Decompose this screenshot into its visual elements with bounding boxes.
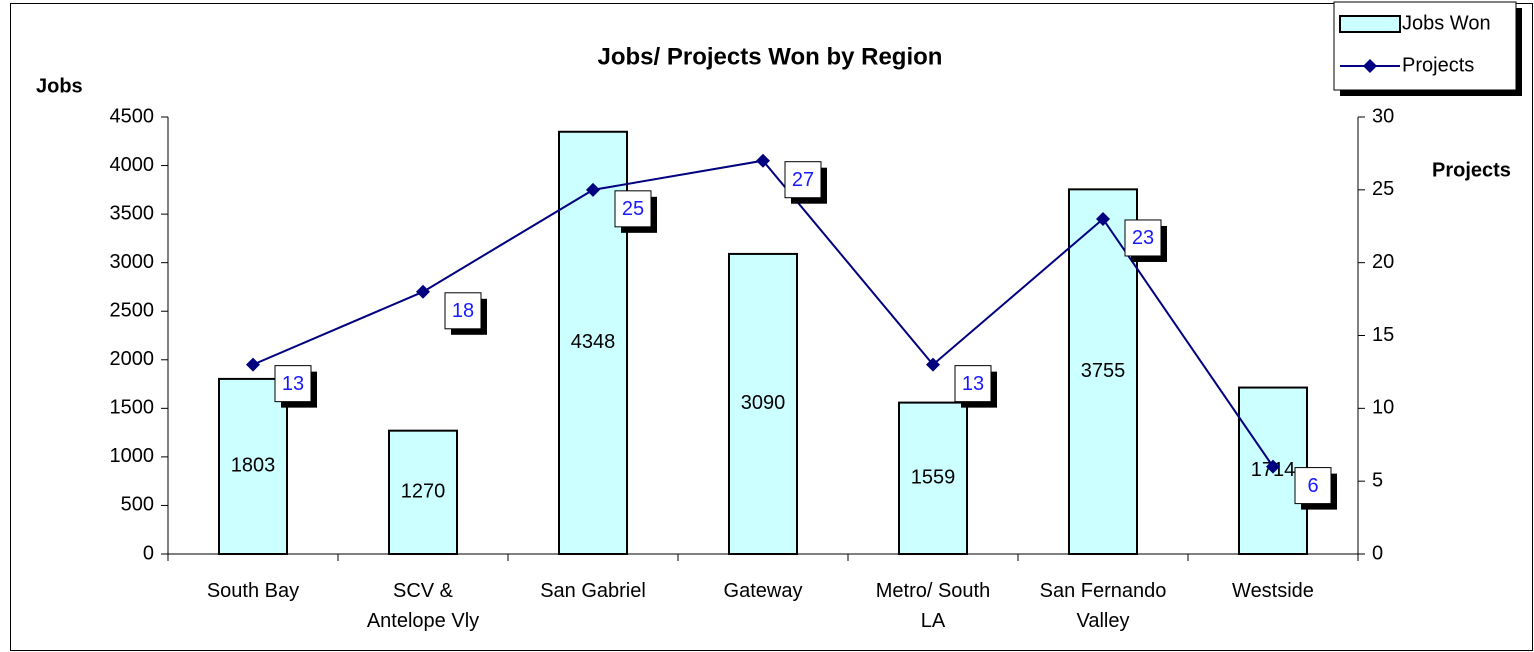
y2-tick-label: 25: [1372, 178, 1394, 200]
chart-frame: [10, 3, 1533, 651]
label-box: [954, 365, 992, 403]
line-value-label: 23: [1132, 227, 1154, 249]
bar: [388, 429, 458, 555]
line-value-label: 6: [1307, 475, 1318, 497]
y-tick-label: 4000: [110, 154, 155, 176]
bar-value-label: 1559: [911, 467, 956, 489]
y2-tick-label: 15: [1372, 324, 1394, 346]
x-tick-label: Westside: [1232, 580, 1314, 602]
y-tick-label: 2500: [110, 300, 155, 322]
y2-tick-label: 0: [1372, 542, 1383, 564]
chart-title: Jobs/ Projects Won by Region: [598, 43, 943, 70]
x-tick-label: Metro/ South LA: [875, 580, 991, 632]
marker: [756, 153, 770, 168]
marker: [1266, 459, 1280, 474]
x-tick-label: Gateway: [723, 580, 803, 602]
bar: [728, 252, 798, 555]
label-box: [1294, 467, 1332, 505]
y-tick-label: 500: [121, 494, 154, 516]
y2-tick-label: 10: [1372, 397, 1394, 419]
x-tick-label: South Bay: [206, 580, 300, 602]
y-tick-label: 2000: [110, 348, 155, 370]
legend-marker: [1363, 59, 1377, 73]
legend-swatch: [1339, 15, 1401, 33]
y-tick-label: 3000: [110, 251, 155, 273]
y-tick-label: 1000: [110, 445, 155, 467]
marker: [926, 357, 940, 372]
y2-axis-title: Projects: [1432, 159, 1511, 181]
label-box: [784, 161, 822, 199]
bar-value-label: 3755: [1081, 360, 1126, 382]
line-value-label: 18: [452, 300, 474, 322]
x-tick-label: SCV & Antelope Vly: [366, 580, 480, 632]
legend-label: Projects: [1402, 54, 1474, 76]
label-box: [274, 365, 312, 403]
bar: [898, 401, 968, 556]
y-axis-title: Jobs: [36, 75, 83, 97]
y-tick-label: 1500: [110, 397, 155, 419]
bar-value-label: 4348: [571, 331, 616, 353]
y-tick-label: 4500: [110, 105, 155, 127]
label-box: [614, 190, 652, 228]
x-tick-label: San Gabriel: [540, 580, 646, 602]
legend-label: Jobs Won: [1402, 12, 1491, 34]
marker: [586, 182, 600, 197]
bar-value-label: 3090: [741, 392, 786, 414]
marker: [416, 284, 430, 299]
line-value-label: 27: [792, 169, 814, 191]
marker: [1096, 211, 1110, 226]
line-value-label: 13: [962, 373, 984, 395]
label-box: [1124, 219, 1162, 257]
y2-tick-label: 5: [1372, 469, 1383, 491]
line-value-label: 13: [282, 373, 304, 395]
y-tick-label: 3500: [110, 202, 155, 224]
marker: [246, 357, 260, 372]
line-value-label: 25: [622, 198, 644, 220]
label-box: [444, 292, 482, 330]
bar-value-label: 1803: [231, 455, 276, 477]
y-tick-label: 0: [143, 542, 154, 564]
bar: [218, 377, 288, 555]
y2-tick-label: 20: [1372, 251, 1394, 273]
x-tick-label: San Fernando Valley: [1039, 580, 1167, 632]
y2-tick-label: 30: [1372, 105, 1394, 127]
bar-value-label: 1270: [401, 481, 446, 503]
